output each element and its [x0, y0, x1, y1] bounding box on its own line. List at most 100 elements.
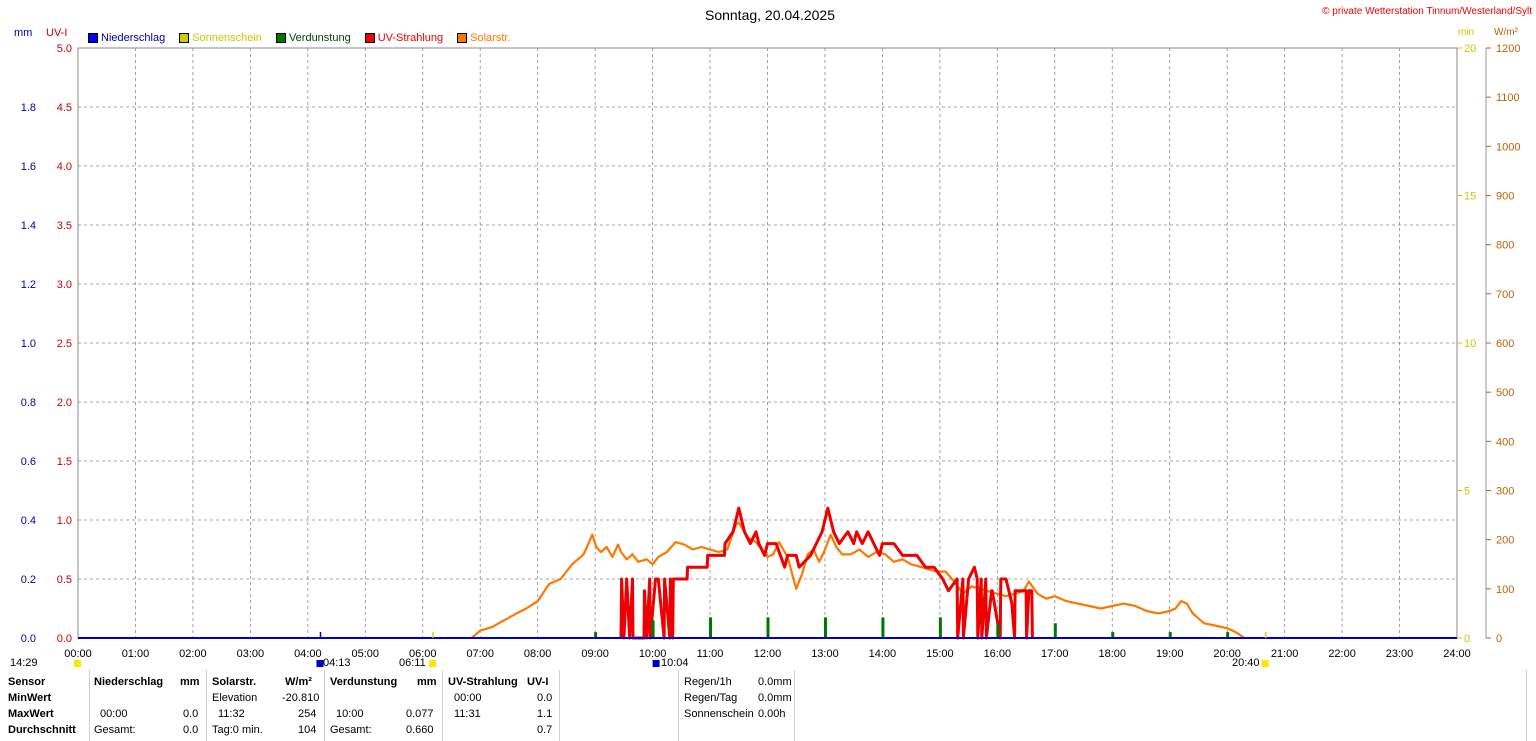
uv-max-val: 1.1 [537, 708, 553, 720]
series-bar-verdunstung [1053, 623, 1057, 638]
table-divider [324, 670, 325, 741]
x-tick-label: 11:00 [697, 648, 724, 660]
sun-marker [429, 660, 437, 667]
copyright-label: © private Wetterstation Tinnum/Westerlan… [1322, 6, 1532, 17]
x-tick-label: 14:00 [869, 648, 897, 660]
y-tick-label-mm: 0.6 [21, 456, 36, 468]
solar-tag-label: Tag:0 min. [212, 724, 263, 736]
uv-avg-val: 0.7 [537, 724, 553, 736]
legend-label: Niederschlag [101, 32, 166, 44]
y-tick-label-min: 10 [1464, 338, 1476, 350]
x-tick-label: 04:00 [294, 648, 322, 660]
sun-marker [1261, 660, 1269, 667]
x-tick-label: 01:00 [122, 648, 150, 660]
y-tick-label-wm2: 1000 [1496, 141, 1520, 153]
y-tick-label-mm: 0.4 [21, 515, 36, 527]
series-bar-verdunstung [996, 623, 1000, 638]
total-label-rainday: Regen/Tag [684, 692, 738, 704]
x-tick-label: 03:00 [237, 648, 265, 660]
niederschlag-gesamt-val: 0.0 [183, 724, 199, 736]
y-tick-label-min: 15 [1464, 191, 1476, 203]
y-tick-label-mm: 0.8 [21, 397, 36, 409]
x-tick-label: 09:00 [581, 648, 609, 660]
stats-header-min: MinWert [8, 692, 52, 704]
stats-header-sensor: Sensor [8, 676, 46, 688]
y-tick-label-min: 20 [1464, 43, 1476, 55]
series-bar-verdunstung [766, 617, 770, 638]
table-divider [794, 670, 795, 741]
x-tick-label: 06:00 [409, 648, 437, 660]
sunrise-label: 06:11 [399, 657, 426, 669]
legend-label: UV-Strahlung [377, 32, 444, 44]
y-tick-label-uv: 1.0 [57, 515, 72, 527]
y-tick-label-mm: 1.6 [21, 161, 36, 173]
verdunstung-gesamt-val: 0.660 [406, 724, 434, 736]
table-divider [1526, 670, 1527, 741]
y-tick-label-wm2: 500 [1496, 387, 1514, 399]
x-tick-label: 08:00 [524, 648, 552, 660]
y-tick-label-wm2: 100 [1496, 584, 1514, 596]
y-tick-label-mm: 1.4 [21, 220, 36, 232]
x-tick-label: 22:00 [1328, 648, 1356, 660]
y-tick-label-uv: 4.0 [57, 161, 72, 173]
y-tick-label-wm2: 900 [1496, 191, 1514, 203]
statistics-table: Sensor MinWert MaxWert Durchschnitt Nied… [0, 670, 1536, 741]
x-tick-label: 21:00 [1271, 648, 1299, 660]
x-tick-label: 15:00 [926, 648, 954, 660]
x-tick-label: 02:00 [179, 648, 207, 660]
niederschlag-unit: mm [180, 676, 200, 688]
legend-swatch [88, 33, 98, 43]
x-tick-label: 23:00 [1386, 648, 1414, 660]
y-tick-label-wm2: 1200 [1496, 43, 1520, 55]
y-tick-label-min: 5 [1464, 486, 1470, 498]
y-tick-label-wm2: 1100 [1496, 92, 1520, 104]
solar-max-val: 254 [298, 708, 317, 720]
y-tick-label-uv: 1.5 [57, 456, 72, 468]
legend-item-sonnenschein: Sonnenschein [179, 31, 262, 45]
series-line-solarstr- [470, 521, 1246, 639]
total-value-rainday: 0.0mm [758, 692, 792, 704]
legend-label: Sonnenschein [192, 32, 262, 44]
chart-series [78, 506, 1457, 640]
stats-header-max: MaxWert [8, 708, 54, 720]
y-tick-label-wm2: 800 [1496, 240, 1514, 252]
y-tick-label-mm: 1.8 [21, 102, 36, 114]
x-tick-label: 17:00 [1041, 648, 1069, 660]
uv-unit: UV-I [527, 676, 549, 688]
table-divider [559, 670, 560, 741]
chart-title: Sonntag, 20.04.2025 [704, 7, 835, 23]
y-tick-label-uv: 3.5 [57, 220, 72, 232]
y-tick-label-wm2: 0 [1496, 633, 1502, 645]
chart-legend: Niederschlag Sonnenschein Verdunstung UV… [88, 31, 511, 45]
y-tick-label-mm: 0.0 [21, 633, 36, 645]
legend-label: Solarstr. [470, 32, 511, 44]
y-tick-label-mm: 1.2 [21, 279, 36, 291]
y-tick-label-uv: 0.5 [57, 574, 72, 586]
x-tick-label: 19:00 [1156, 648, 1184, 660]
series-bar-verdunstung [651, 620, 655, 638]
y-tick-label-min: 0 [1464, 633, 1470, 645]
stats-header-avg: Durchschnitt [8, 724, 76, 736]
left-time-label: 14:29 [10, 657, 38, 669]
niederschlag-max-time: 00:00 [100, 708, 128, 720]
table-divider [442, 670, 443, 741]
uv-unit-label: UV-I [46, 27, 68, 39]
total-label-sunshine: Sonnenschein [684, 708, 754, 720]
x-tick-label: 16:00 [984, 648, 1012, 660]
solar-unit: W/m² [285, 676, 312, 688]
x-tick-label: 18:00 [1098, 648, 1126, 660]
legend-item-solar: Solarstr. [457, 31, 511, 45]
verdunstung-unit: mm [417, 676, 437, 688]
weather-chart: 00:00 01:00 02:00 03:00 04:00 05:00 06:00 07:00… [21, 43, 1520, 667]
y-tick-label-uv: 3.0 [57, 279, 72, 291]
sun-marker [74, 660, 81, 667]
legend-swatch [457, 33, 468, 43]
legend-item-niederschlag: Niederschlag [88, 31, 165, 45]
solar-title: Solarstr. [212, 676, 257, 688]
uv-min-val: 0.0 [537, 692, 553, 704]
y-tick-label-wm2: 200 [1496, 535, 1514, 547]
sun-marker [652, 660, 660, 667]
legend-swatch [275, 33, 286, 43]
verdunstung-title: Verdunstung [330, 676, 398, 688]
solar-avg-val: 104 [298, 724, 317, 736]
